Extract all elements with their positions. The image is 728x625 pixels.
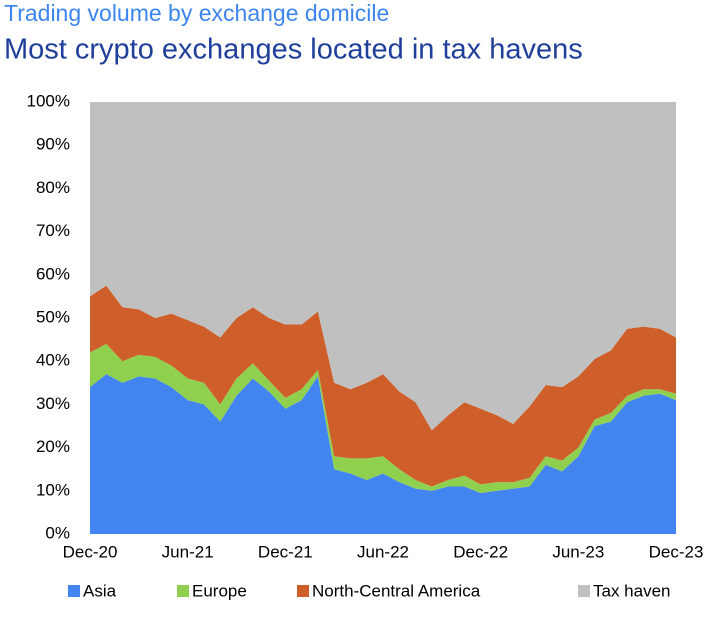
x-tick-label: Jun-23 — [552, 542, 604, 561]
y-tick-label: 10% — [36, 480, 70, 499]
legend-label: Asia — [83, 581, 117, 600]
chart-title: Most crypto exchanges located in tax hav… — [4, 34, 583, 66]
y-tick-label: 70% — [36, 221, 70, 240]
legend-swatch — [177, 585, 189, 597]
legend-label: North-Central America — [312, 581, 481, 600]
area — [90, 343, 676, 493]
legend-swatch — [297, 585, 309, 597]
area — [90, 374, 676, 534]
x-tick-label: Dec-22 — [453, 542, 508, 561]
y-tick-label: 50% — [36, 307, 70, 326]
x-tick-label: Dec-23 — [649, 542, 704, 561]
y-tick-label: 60% — [36, 264, 70, 283]
x-tick-label: Jun-21 — [162, 542, 214, 561]
chart-subtitle: Trading volume by exchange domicile — [4, 0, 389, 26]
area — [90, 102, 676, 431]
y-tick-label: 20% — [36, 437, 70, 456]
area — [90, 285, 676, 487]
y-tick-label: 0% — [45, 523, 70, 542]
y-tick-label: 100% — [27, 91, 70, 110]
legend-swatch — [68, 585, 80, 597]
legend-label: Tax haven — [593, 581, 671, 600]
y-tick-label: 30% — [36, 394, 70, 413]
y-tick-label: 90% — [36, 135, 70, 154]
legend-swatch — [578, 585, 590, 597]
legend-label: Europe — [192, 581, 247, 600]
y-tick-label: 80% — [36, 178, 70, 197]
x-tick-label: Dec-20 — [63, 542, 118, 561]
x-tick-label: Dec-21 — [258, 542, 313, 561]
y-tick-label: 40% — [36, 351, 70, 370]
x-tick-label: Jun-22 — [357, 542, 409, 561]
